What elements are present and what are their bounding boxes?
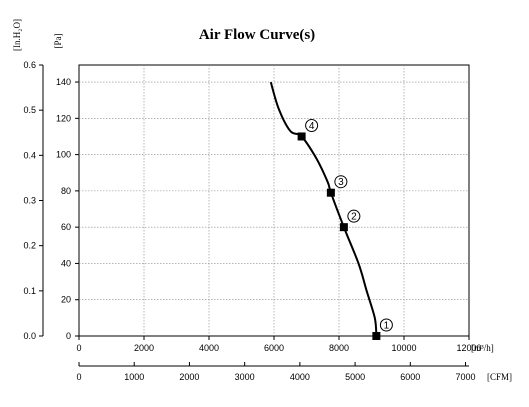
operating-point-marker-2 xyxy=(339,223,348,232)
operating-point-label-1: 1 xyxy=(384,321,390,332)
y-primary-tick-label-5: 100 xyxy=(56,150,71,160)
operating-point-badge-1 xyxy=(379,318,393,332)
x-primary-tick-label-2: 4000 xyxy=(199,343,219,353)
operating-point-marker-4 xyxy=(297,132,306,141)
air-flow-curve-line xyxy=(269,81,378,337)
operating-point-marker-3 xyxy=(326,188,335,197)
grid xyxy=(78,64,470,337)
y-secondary-tick-label-6: 0.6 xyxy=(23,60,36,70)
x-primary-tick-label-5: 10000 xyxy=(391,343,416,353)
y-primary-tick-label-1: 20 xyxy=(61,295,71,305)
x-secondary-tick-label-3: 3000 xyxy=(235,372,255,382)
y-secondary-tick-label-1: 0.1 xyxy=(23,286,36,296)
y-secondary-tick-label-0: 0.0 xyxy=(23,331,36,341)
x-secondary-tick-label-7: 7000 xyxy=(456,372,476,382)
operating-point-marker-1 xyxy=(372,332,381,340)
x-secondary-tick-label-0: 0 xyxy=(76,372,81,382)
x-primary-unit: [m³/h] xyxy=(471,343,494,353)
operating-point-badge-3 xyxy=(334,175,348,189)
y-secondary-tick-label-4: 0.4 xyxy=(23,150,36,160)
operating-point-label-4: 4 xyxy=(309,121,315,132)
operating-point-label-2: 2 xyxy=(351,212,357,223)
x-primary-tick-label-6: 12000 xyxy=(456,343,481,353)
operating-point-badge-2 xyxy=(347,209,361,223)
x-primary-tick-label-3: 6000 xyxy=(264,343,284,353)
x-primary-tick-label-0: 0 xyxy=(76,343,81,353)
y-primary-tick-label-4: 80 xyxy=(61,186,71,196)
x-secondary-tick-label-4: 4000 xyxy=(290,372,310,382)
chart-title: Air Flow Curve(s) xyxy=(199,27,315,43)
x-secondary-tick-label-2: 2000 xyxy=(179,372,199,382)
operating-point-badge-4 xyxy=(305,118,319,132)
x-secondary-tick-label-6: 6000 xyxy=(400,372,420,382)
y-primary-tick-label-6: 120 xyxy=(56,113,71,123)
axes: 0 2000 4000 6000 8000 10000 12000[m³/h]0 1000 20… xyxy=(23,60,512,382)
y-secondary-tick-label-2: 0.2 xyxy=(23,241,36,251)
y-primary-tick-label-2: 40 xyxy=(61,258,71,268)
series: 1 2 3 4 xyxy=(269,81,393,340)
x-secondary-unit: [CFM] xyxy=(487,372,512,382)
y-axis-secondary-unit: [In.H₂O] xyxy=(12,19,22,51)
y-primary-tick-label-3: 60 xyxy=(61,222,71,232)
x-secondary-tick-label-1: 1000 xyxy=(124,372,144,382)
x-primary-tick-label-4: 8000 xyxy=(329,343,349,353)
operating-point-label-3: 3 xyxy=(338,177,344,188)
y-primary-tick-label-0: 0 xyxy=(66,331,71,341)
y-axis-primary-unit: [Pa] xyxy=(53,34,63,49)
y-primary-tick-label-7: 140 xyxy=(56,77,71,87)
x-secondary-tick-label-5: 5000 xyxy=(345,372,365,382)
y-secondary-tick-label-3: 0.3 xyxy=(23,196,36,206)
x-primary-tick-label-1: 2000 xyxy=(134,343,154,353)
y-secondary-tick-label-5: 0.5 xyxy=(23,105,36,115)
